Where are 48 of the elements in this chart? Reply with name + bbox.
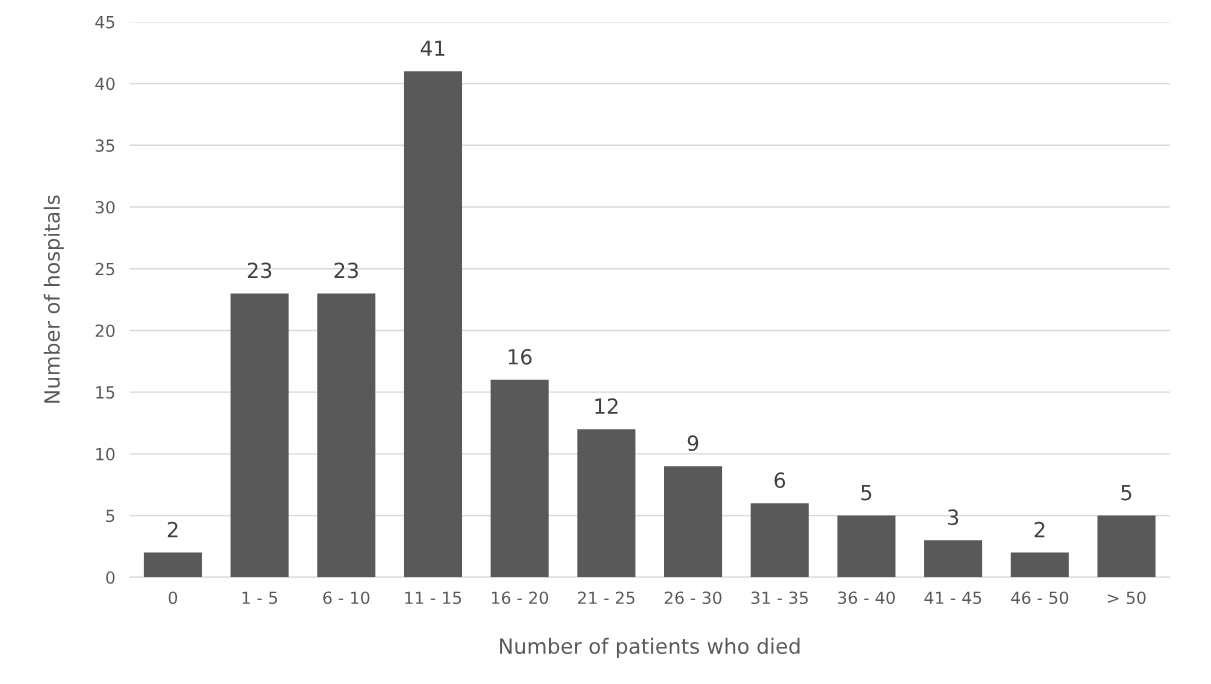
- y-tick-label: 45: [95, 16, 115, 29]
- data-label: 3: [948, 509, 959, 526]
- x-tick-label: 1 - 5: [242, 591, 278, 605]
- bar: [143, 552, 202, 578]
- data-label: 5: [861, 484, 872, 501]
- y-tick-label: 30: [95, 200, 115, 214]
- y-tick-label: 0: [106, 571, 115, 584]
- x-tick-label: 46 - 50: [1011, 591, 1069, 605]
- bar: [1010, 552, 1069, 578]
- bar: [1097, 515, 1156, 578]
- y-tick-label: 10: [96, 447, 115, 461]
- bar: [837, 515, 896, 578]
- bar: [924, 540, 983, 578]
- bar: [750, 503, 809, 578]
- y-tick-label: 25: [95, 262, 115, 276]
- x-tick-label: 11 - 15: [405, 591, 462, 605]
- bar: [490, 379, 549, 578]
- data-label: 6: [774, 472, 786, 489]
- data-label: 2: [167, 521, 178, 538]
- bar: [317, 293, 376, 578]
- y-tick-label: 15: [96, 386, 115, 399]
- data-label: 2: [1034, 521, 1045, 538]
- x-tick-label: 31 - 35: [751, 591, 808, 605]
- x-tick-label: 26 - 30: [664, 591, 722, 605]
- bar: [403, 71, 463, 578]
- y-axis-title: Number of hospitals: [43, 195, 64, 403]
- x-tick-label: 21 - 25: [578, 591, 635, 605]
- data-label: 23: [247, 262, 272, 279]
- data-label: 9: [687, 435, 699, 452]
- data-label: 41: [420, 40, 445, 56]
- x-tick-label: 16 - 20: [491, 591, 549, 605]
- x-tick-label: 36 - 40: [838, 591, 895, 605]
- x-tick-label: > 50: [1108, 591, 1146, 605]
- data-label: 23: [334, 262, 358, 279]
- bar: [577, 429, 636, 578]
- data-label: 12: [595, 398, 618, 414]
- x-tick-label: 6 - 10: [323, 591, 370, 605]
- y-tick-label: 5: [106, 509, 115, 523]
- bar: [664, 466, 723, 578]
- y-tick-label: 35: [95, 139, 115, 152]
- y-tick-label: 20: [95, 324, 115, 338]
- data-label: 5: [1121, 484, 1132, 501]
- x-tick-label: 0: [168, 591, 178, 605]
- bar: [230, 293, 289, 578]
- x-axis-title: Number of patients who died: [500, 637, 800, 659]
- y-tick-label: 40: [95, 77, 115, 91]
- x-tick-label: 41 - 45: [924, 591, 982, 605]
- data-label: 16: [508, 348, 532, 365]
